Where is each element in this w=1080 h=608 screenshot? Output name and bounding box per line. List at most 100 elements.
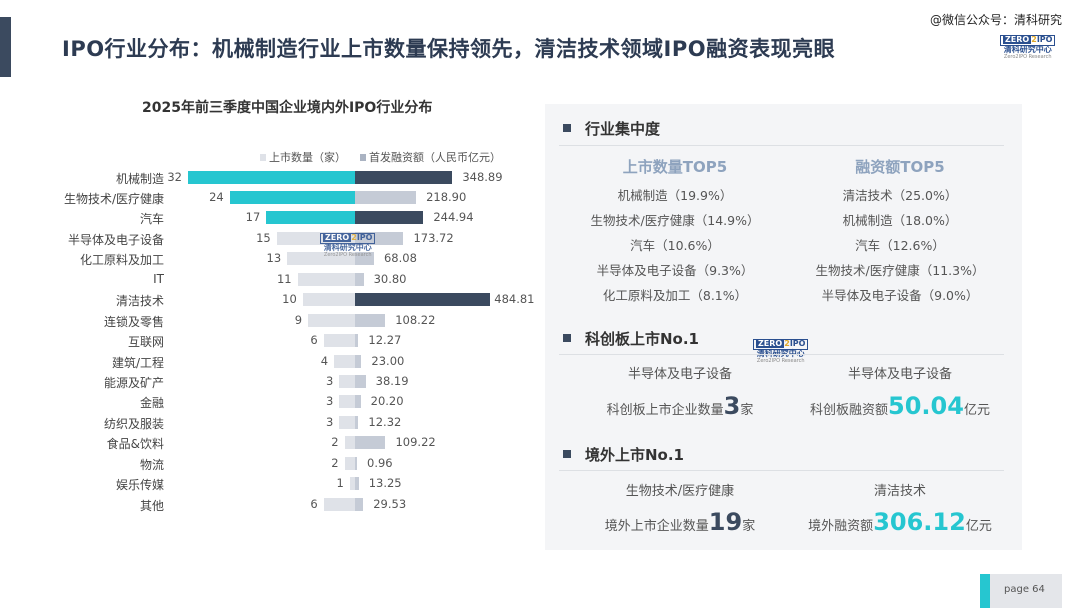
category-label: 纺织及服装 [103,416,164,431]
count-label: 17 [245,210,261,225]
bar-count [266,211,355,225]
bar-funding [355,190,417,204]
list-item: 清洁技术（25.0%） [842,188,958,203]
funding-label: 30.80 [373,271,407,286]
bar-count [287,252,355,266]
count-label: 3 [326,374,334,388]
count-label: 24 [209,189,224,204]
wechat-watermark: @微信公众号：清科研究 [929,13,1062,27]
count-label: 10 [282,292,297,307]
section-title-overseas: 境外上市No.1 [563,444,684,465]
count-top5: 上市数量TOP5 机械制造（19.9%） 生物技术/医疗健康（14.9%） 汽车… [560,156,790,308]
bar-count [187,170,355,184]
legend-funding: 首发融资额（人民币亿元） [360,149,501,165]
category-label: 连锁及零售 [103,314,164,329]
funding-top5: 融资额TOP5 清洁技术（25.0%） 机械制造（18.0%） 汽车（12.6%… [785,156,1015,308]
count-label: 32 [167,169,182,184]
category-label: 半导体及电子设备 [67,232,164,247]
bar-funding [355,170,453,184]
star-funding-industry: 半导体及电子设备 [847,367,952,382]
funding-label: 23.00 [371,353,405,368]
list-item: 生物技术/医疗健康（14.9%） [590,213,760,228]
summary-panel: 行业集中度 上市数量TOP5 机械制造（19.9%） 生物技术/医疗健康（14.… [545,104,1022,550]
bar-count [339,375,355,388]
bar-funding [355,375,366,388]
bar-funding [355,252,374,266]
overseas-funding-industry: 清洁技术 [873,484,926,499]
bar-funding [355,211,424,225]
funding-label: 20.20 [370,394,404,409]
bar-count [339,395,355,409]
funding-label: 13.25 [368,476,402,491]
overseas-funding-stat: 境外融资额306.12亿元 [808,508,992,536]
category-label: IT [153,271,164,286]
funding-label: 0.96 [367,455,393,470]
funding-label: 484.81 [494,292,535,307]
zero2ipo-logo: ZERO 2IPO 清科研究中心 Zero2IPO Research [1000,35,1056,60]
category-label: 互联网 [127,335,164,350]
category-label: 金融 [139,396,164,411]
list-item: 化工原料及加工（8.1%） [602,288,748,303]
count-label: 4 [320,353,329,368]
bar-funding [355,231,404,245]
bar-funding [355,272,364,286]
category-label: 食品&饮料 [106,437,164,452]
bar-count [339,415,355,429]
page-title: IPO行业分布：机械制造行业上市数量保持领先，清洁技术领域IPO融资表现亮眼 [62,37,836,61]
bar-funding [355,497,364,511]
count-label: 3 [326,414,334,429]
category-label: 汽车 [139,212,164,227]
bar-funding [355,334,359,348]
list-item: 汽车（10.6%） [630,238,720,253]
count-label: 1 [336,476,344,491]
category-label: 娱乐传媒 [115,478,164,493]
category-label: 物流 [139,457,164,472]
category-label: 生物技术/医疗健康 [63,191,164,206]
list-item: 半导体及电子设备（9.3%） [596,263,754,278]
title-accent-bar [0,17,11,77]
list-item: 机械制造（18.0%） [842,213,958,228]
category-label: 建筑/工程 [111,355,164,370]
count-label: 6 [310,333,318,348]
category-label: 化工原料及加工 [79,253,164,268]
funding-label: 29.53 [373,496,407,511]
list-item: 半导体及电子设备（9.0%） [821,288,979,303]
category-label: 机械制造 [115,171,164,186]
bar-funding [355,293,491,307]
count-label: 15 [256,230,271,245]
funding-label: 38.19 [375,374,409,388]
bar-funding [355,415,359,429]
funding-label: 218.90 [426,189,467,204]
bar-funding [355,354,362,368]
bar-count [334,354,355,368]
list-item: 机械制造（19.9%） [617,188,733,203]
count-label: 11 [276,271,292,286]
count-label: 2 [331,455,339,470]
count-label: 13 [266,251,282,266]
bar-count [229,190,355,204]
bar-count [302,293,355,307]
funding-label: 348.89 [462,169,503,184]
overseas-count-stat: 境外上市企业数量19家 [604,508,756,536]
bar-count [344,456,355,470]
divider [559,354,1004,355]
list-item: 生物技术/医疗健康（11.3%） [815,263,985,278]
funding-label: 68.08 [383,251,417,266]
count-label: 6 [310,496,318,511]
overseas-count-industry: 生物技术/医疗健康 [625,484,735,499]
chart-legend: 上市数量（家） 首发融资额（人民币亿元） [260,149,501,165]
bar-funding [355,313,386,327]
funding-label: 173.72 [413,230,454,245]
count-label: 3 [326,394,334,409]
bar-count [344,436,355,450]
funding-label: 109.22 [395,435,436,450]
divider [559,470,1004,471]
category-label: 清洁技术 [115,294,164,309]
funding-label: 12.27 [368,333,402,348]
bar-count [349,477,355,491]
bar-funding [355,436,386,450]
section-title-star-market: 科创板上市No.1 [563,328,699,349]
chart-title: 2025年前三季度中国企业境内外IPO行业分布 [142,100,433,116]
funding-label: 12.32 [368,414,402,429]
